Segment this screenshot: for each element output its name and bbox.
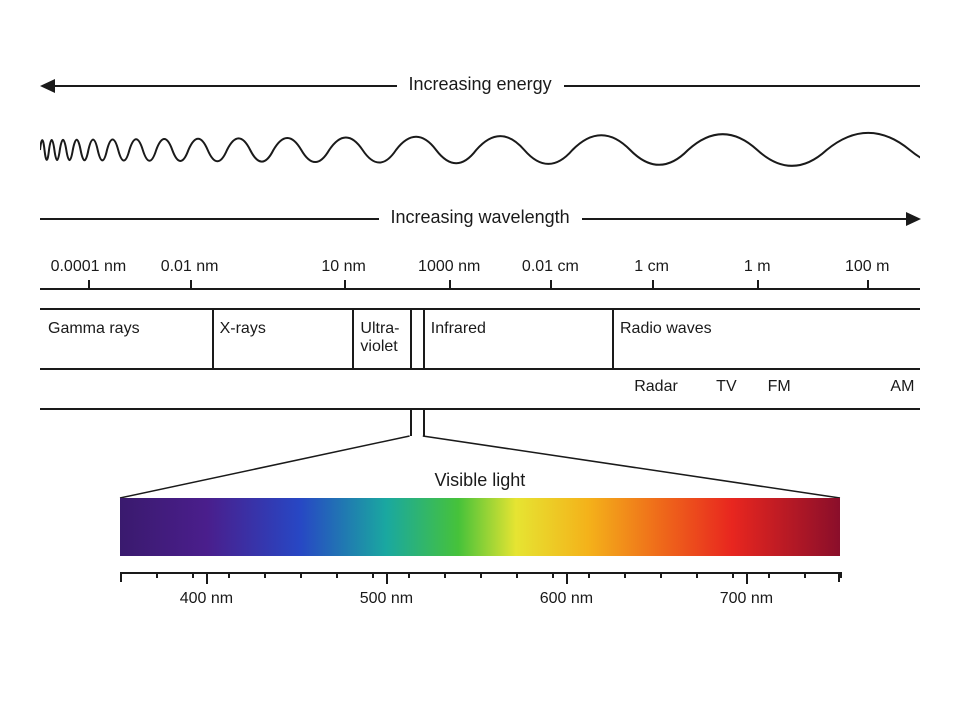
wavelength-tick-label: 0.0001 nm bbox=[51, 258, 127, 276]
radio-subband-label: Radar bbox=[634, 378, 678, 396]
radio-subband-label: FM bbox=[768, 378, 791, 396]
wave-illustration bbox=[40, 110, 920, 190]
visible-tick-label: 700 nm bbox=[720, 590, 773, 608]
wavelength-tick-label: 0.01 cm bbox=[522, 258, 579, 276]
band-label: Ultra-violet bbox=[360, 320, 399, 356]
band-label: X-rays bbox=[220, 320, 266, 338]
wavelength-tick-label: 10 nm bbox=[321, 258, 365, 276]
visible-light-label: Visible light bbox=[435, 470, 526, 491]
wavelength-tick-label: 0.01 nm bbox=[161, 258, 219, 276]
band-label: Radio waves bbox=[620, 320, 712, 338]
radio-subband-label: TV bbox=[716, 378, 736, 396]
visible-spectrum-bar bbox=[120, 498, 840, 556]
wavelength-tick-label: 1 m bbox=[744, 258, 771, 276]
band-label: Infrared bbox=[431, 320, 486, 338]
energy-label: Increasing energy bbox=[409, 74, 552, 95]
radio-subband-label: AM bbox=[890, 378, 914, 396]
wavelength-tick-label: 100 m bbox=[845, 258, 889, 276]
wavelength-label: Increasing wavelength bbox=[391, 207, 570, 228]
callout-lines bbox=[0, 0, 960, 720]
visible-tick-label: 500 nm bbox=[360, 590, 413, 608]
band-label: Gamma rays bbox=[48, 320, 140, 338]
wavelength-tick-label: 1 cm bbox=[634, 258, 669, 276]
visible-tick-label: 600 nm bbox=[540, 590, 593, 608]
visible-tick-label: 400 nm bbox=[180, 590, 233, 608]
wavelength-tick-label: 1000 nm bbox=[418, 258, 480, 276]
